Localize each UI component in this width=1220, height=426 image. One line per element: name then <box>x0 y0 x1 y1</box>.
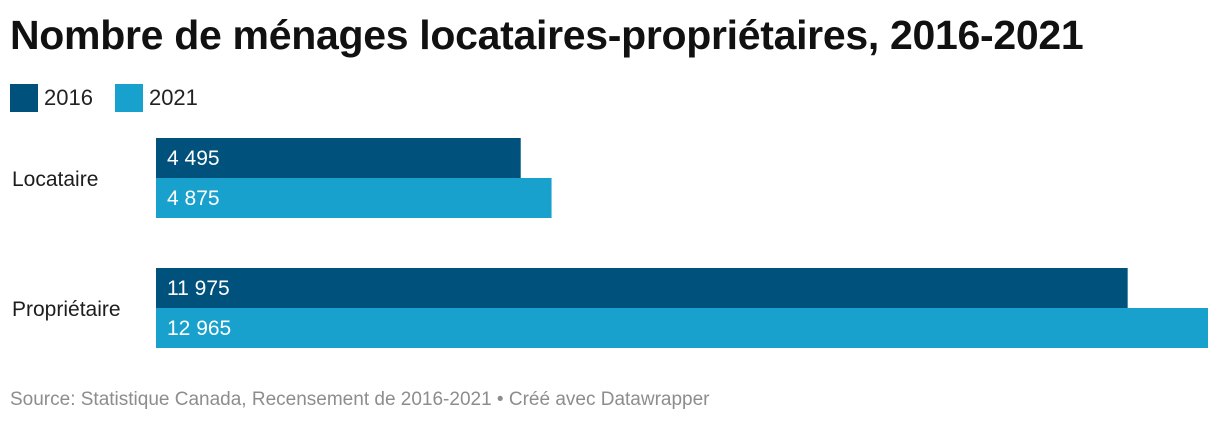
category-label-proprietaire: Propriétaire <box>12 298 121 321</box>
category-label-locataire: Locataire <box>12 168 98 191</box>
legend-label-2021: 2021 <box>148 85 198 110</box>
data-label-proprietaire-2016: 11 975 <box>167 277 230 300</box>
data-label-locataire-2021: 4 875 <box>167 187 220 210</box>
legend-swatch-2021 <box>114 84 143 112</box>
legend-item-2016: 2016 <box>10 84 93 112</box>
chart-title: Nombre de ménages locataires-propriétair… <box>10 12 1084 58</box>
bar-locataire-2016 <box>156 138 521 178</box>
legend-label-2016: 2016 <box>44 85 93 110</box>
legend-item-2021: 2021 <box>114 84 198 112</box>
data-label-locataire-2016: 4 495 <box>167 147 220 170</box>
bar-proprietaire-2016 <box>156 268 1128 308</box>
legend-swatch-2016 <box>10 84 38 112</box>
data-label-proprietaire-2021: 12 965 <box>167 317 231 340</box>
legend: 2016 2021 <box>10 84 220 112</box>
source-note: Source: Statistique Canada, Recensement … <box>10 389 710 410</box>
bar-locataire-2021 <box>156 178 552 218</box>
bar-chart: Locataire 4 495 4 875 Propriétaire 11 975 12 … <box>12 138 1208 348</box>
bar-proprietaire-2021 <box>156 308 1208 348</box>
